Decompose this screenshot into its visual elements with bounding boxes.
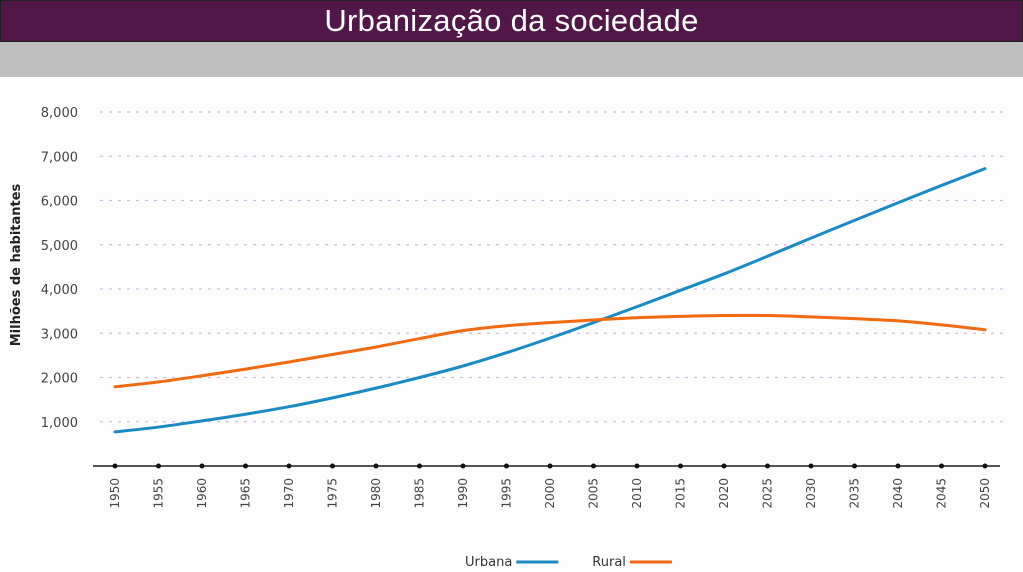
- x-tick-mark: [678, 463, 683, 469]
- x-tick-mark: [939, 463, 944, 469]
- series-line-rural: [113, 313, 987, 389]
- x-tick-label: 1950: [108, 478, 122, 509]
- x-tick-label: 2010: [630, 478, 644, 509]
- x-tick-mark: [721, 463, 727, 469]
- y-axis-label: Milhões de habitantes: [9, 183, 24, 346]
- x-tick-mark: [243, 463, 248, 469]
- x-tick-label: 1965: [239, 478, 253, 509]
- x-tick-mark: [591, 463, 596, 469]
- title-bar: Urbanização da sociedade: [0, 0, 1023, 42]
- legend: Urbana Rural: [465, 555, 672, 570]
- x-tick-mark: [417, 463, 422, 469]
- y-tick-label: 3,000: [41, 327, 78, 342]
- x-tick-label: 2040: [891, 478, 905, 509]
- x-tick-mark: [373, 463, 379, 469]
- x-tick-label: 1955: [152, 478, 166, 509]
- x-tick-label: 1960: [195, 478, 209, 509]
- y-ticks: 1,000 2,000 3,000 4,000 5,000 6,000 7,000 8,000: [41, 106, 78, 431]
- x-tick-mark: [460, 463, 466, 469]
- gridlines: [100, 111, 1005, 423]
- x-tick-label: 1995: [500, 478, 514, 509]
- x-tick-label: 2025: [761, 478, 775, 509]
- x-tick-mark: [112, 463, 118, 469]
- x-tick-mark: [156, 463, 161, 469]
- y-tick-label: 2,000: [41, 372, 78, 387]
- x-tick-mark: [634, 463, 640, 469]
- x-tick-label: 1990: [456, 478, 470, 509]
- gray-band: [0, 42, 1023, 77]
- x-tick-label: 1985: [413, 478, 427, 509]
- x-tick-mark: [547, 463, 553, 469]
- y-tick-label: 5,000: [41, 239, 78, 254]
- x-tick-mark: [982, 463, 988, 469]
- x-tick-label: 2030: [804, 478, 818, 509]
- y-tick-label: 7,000: [41, 150, 78, 165]
- y-tick-label: 6,000: [41, 195, 78, 210]
- x-tick-label: 1970: [282, 478, 296, 509]
- x-tick-label: 2000: [543, 478, 557, 509]
- x-tick-mark: [504, 463, 509, 469]
- x-tick-mark: [286, 463, 292, 469]
- x-tick-mark: [765, 463, 770, 469]
- x-tick-label: 2035: [848, 478, 862, 509]
- series-lines: [113, 167, 987, 434]
- y-tick-label: 8,000: [41, 106, 78, 121]
- x-tick-label: 2050: [978, 478, 992, 509]
- legend-label-rural: Rural: [592, 555, 626, 570]
- y-tick-label: 1,000: [41, 416, 78, 431]
- x-tick-mark: [895, 463, 901, 469]
- x-tick-mark: [852, 463, 857, 469]
- x-tick-label: 2005: [587, 478, 601, 509]
- x-tick-label: 2015: [674, 478, 688, 509]
- page-title: Urbanização da sociedade: [324, 3, 699, 38]
- x-tick-mark: [808, 463, 814, 469]
- x-tick-mark: [199, 463, 205, 469]
- x-tick-label: 2045: [935, 478, 949, 509]
- series-line-urbana: [113, 167, 987, 434]
- x-tick-mark: [330, 463, 335, 469]
- x-tick-label: 1975: [326, 478, 340, 509]
- x-tick-label: 2020: [717, 478, 731, 509]
- legend-label-urbana: Urbana: [465, 555, 512, 570]
- x-tick-label: 1980: [369, 478, 383, 509]
- x-axis: 1950 1955 1960 1965 1970 1975 1980 1985 1990 1995…: [93, 463, 1000, 509]
- y-tick-label: 4,000: [41, 283, 78, 298]
